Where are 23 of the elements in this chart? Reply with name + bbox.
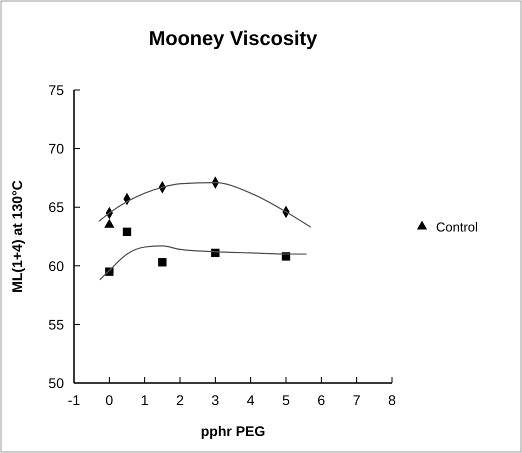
legend-label: Control bbox=[436, 220, 478, 234]
x-tick-label: 6 bbox=[317, 392, 326, 408]
y-tick-label: 75 bbox=[48, 82, 64, 98]
x-tick-label: 2 bbox=[176, 392, 184, 408]
line-series bbox=[99, 245, 308, 280]
x-axis-title: pphr PEG bbox=[200, 423, 266, 439]
x-tick-label: 3 bbox=[211, 392, 220, 408]
x-tick-label: 1 bbox=[140, 392, 149, 408]
x-tick-label: 0 bbox=[105, 392, 114, 408]
y-axis-title: ML(1+4) at 130°C bbox=[9, 180, 25, 293]
point bbox=[122, 228, 132, 236]
x-tick-label: 4 bbox=[246, 392, 255, 408]
y-tick-label: 55 bbox=[48, 316, 64, 332]
y-tick-label: 70 bbox=[48, 140, 64, 157]
x-tick-label: -1 bbox=[68, 392, 80, 408]
y-tick-label: 65 bbox=[48, 199, 64, 216]
chart-title: Mooney Viscosity bbox=[148, 28, 318, 50]
x-tick-label: 7 bbox=[352, 392, 361, 408]
point bbox=[158, 258, 167, 266]
x-tick-label: 5 bbox=[282, 392, 290, 408]
y-tick-label: 50 bbox=[48, 375, 64, 391]
y-tick-label: 60 bbox=[48, 258, 64, 274]
x-tick-label: 8 bbox=[388, 392, 396, 408]
